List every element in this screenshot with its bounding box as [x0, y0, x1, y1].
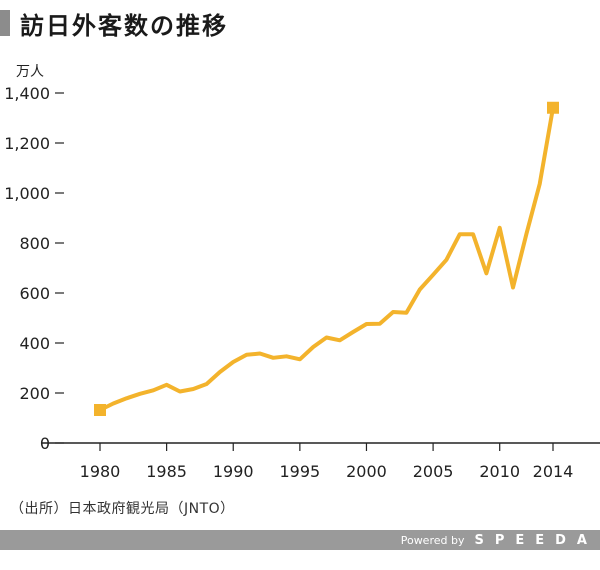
- footer-bar: Powered by SPEEDA: [0, 530, 600, 550]
- title-accent-bar: [0, 10, 10, 36]
- y-tick-label: 200: [19, 384, 50, 403]
- x-tick-label: 1990: [213, 462, 254, 481]
- x-tick-label: 1995: [279, 462, 320, 481]
- y-axis-unit-label: 万人: [16, 64, 44, 80]
- x-tick-label: 2000: [346, 462, 387, 481]
- title-block: 訪日外客数の推移: [0, 8, 228, 40]
- y-tick-label: 1,200: [4, 134, 50, 153]
- x-tick-label: 2010: [479, 462, 520, 481]
- y-tick-label: 600: [19, 284, 50, 303]
- x-tick-label: 1980: [80, 462, 121, 481]
- chart-title: 訪日外客数の推移: [20, 11, 228, 40]
- brand-logo-text: SPEEDA: [474, 532, 598, 548]
- x-tick-label: 2005: [413, 462, 454, 481]
- y-tick-label: 1,400: [4, 84, 50, 103]
- x-tick-label: 1985: [146, 462, 187, 481]
- y-tick-label: 800: [19, 234, 50, 253]
- series-line: [98, 105, 555, 412]
- data-point-marker: [94, 404, 106, 416]
- powered-by-label: Powered by: [400, 533, 465, 547]
- source-note: （出所）日本政府観光局（JNTO）: [10, 501, 235, 517]
- data-point-marker: [547, 101, 559, 114]
- y-tick-label: 1,000: [4, 184, 50, 203]
- x-tick-label: 2014: [533, 462, 574, 481]
- y-tick-label: 400: [19, 334, 50, 353]
